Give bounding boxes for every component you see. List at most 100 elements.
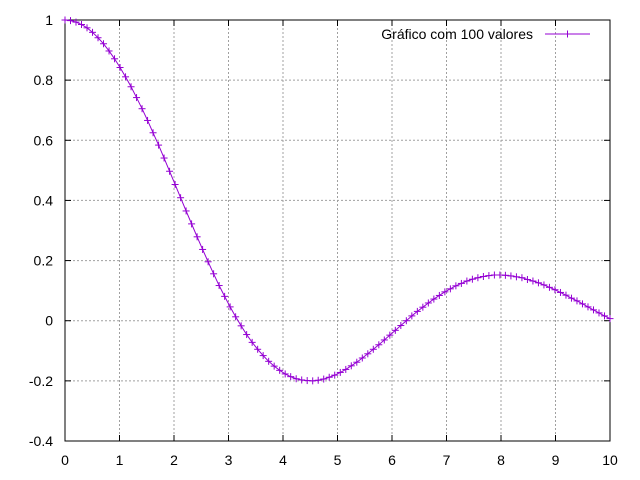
data-point: [391, 326, 399, 334]
y-tick-label: 0.8: [34, 72, 54, 88]
data-point: [556, 288, 564, 296]
data-point: [232, 313, 240, 321]
data-point: [127, 83, 135, 91]
data-point: [144, 116, 152, 124]
data-point: [463, 277, 471, 285]
data-point: [67, 17, 75, 25]
data-point: [160, 154, 168, 162]
data-point: [78, 21, 86, 29]
grid-lines: [65, 20, 610, 441]
data-point: [589, 306, 597, 314]
data-point: [518, 274, 526, 282]
y-tick-label: -0.2: [29, 373, 53, 389]
data-point: [551, 286, 559, 294]
data-point: [578, 300, 586, 308]
data-point: [83, 24, 91, 32]
data-point: [171, 180, 179, 188]
data-point: [166, 167, 174, 175]
data-point: [567, 294, 575, 302]
data-point: [133, 94, 141, 102]
x-tick-label: 3: [225, 452, 233, 468]
data-point: [155, 141, 163, 149]
data-point: [347, 362, 355, 370]
data-point: [199, 245, 207, 253]
data-point: [314, 376, 322, 384]
legend-marker-sample: [564, 30, 571, 38]
data-point: [545, 283, 553, 291]
data-point: [595, 309, 603, 317]
y-tick-label: 0: [45, 313, 53, 329]
data-point: [441, 288, 449, 296]
data-point: [298, 376, 306, 384]
data-point: [606, 315, 614, 323]
data-point: [446, 285, 454, 293]
data-point: [105, 47, 113, 55]
data-point: [177, 194, 185, 202]
data-point: [248, 338, 256, 346]
legend-label: Gráfico com 100 valores: [381, 26, 533, 42]
data-point: [364, 350, 372, 358]
data-point: [600, 312, 608, 320]
data-point: [193, 233, 201, 241]
y-tick-label: -0.4: [29, 433, 53, 449]
data-point: [331, 371, 339, 379]
data-point: [111, 55, 119, 63]
data-point: [573, 297, 581, 305]
data-point: [281, 370, 289, 378]
x-tick-label: 0: [61, 452, 69, 468]
legend: Gráfico com 100 valores: [381, 26, 590, 42]
x-tick-label: 8: [497, 452, 505, 468]
data-point: [430, 295, 438, 303]
data-point: [507, 272, 515, 280]
data-point: [468, 275, 476, 283]
y-tick-label: 0.2: [34, 253, 54, 269]
data-point: [270, 362, 278, 370]
data-point: [226, 303, 234, 311]
x-tick-label: 4: [279, 452, 287, 468]
data-point: [529, 277, 537, 285]
y-tick-label: 1: [45, 12, 53, 28]
data-point: [402, 317, 410, 325]
data-point: [89, 28, 97, 36]
data-point: [479, 273, 487, 281]
data-point: [122, 73, 130, 81]
data-point: [380, 336, 388, 344]
data-point: [116, 64, 124, 72]
data-point: [254, 345, 262, 353]
data-point: [534, 279, 542, 287]
data-point: [408, 312, 416, 320]
data-point: [94, 34, 102, 42]
data-point: [342, 365, 350, 373]
x-tick-label: 2: [170, 452, 178, 468]
data-point: [325, 373, 333, 381]
data-point: [452, 282, 460, 290]
tick-labels: 0 1 2 3 4 5 6 7 8 9 10 -0.4 -0.2 0 0.2 0.4 0.6 0.8 1: [29, 12, 618, 468]
data-point: [369, 345, 377, 353]
y-tick-label: 0.6: [34, 132, 54, 148]
data-point: [474, 274, 482, 282]
data-point: [292, 375, 300, 383]
data-point: [237, 322, 245, 330]
data-point: [72, 18, 80, 26]
data-point: [523, 276, 531, 284]
data-point: [320, 375, 328, 383]
data-point: [540, 281, 548, 289]
data-point: [309, 377, 317, 385]
data-point: [435, 291, 443, 299]
data-point: [424, 299, 432, 307]
data-point: [336, 368, 344, 376]
y-tick-label: 0.4: [34, 192, 54, 208]
x-tick-label: 10: [602, 452, 618, 468]
data-point: [265, 357, 273, 365]
data-point: [210, 270, 218, 278]
data-point: [276, 366, 284, 374]
x-tick-label: 1: [116, 452, 124, 468]
data-series: [61, 16, 614, 385]
data-point: [149, 129, 157, 137]
data-point: [243, 331, 251, 339]
data-point: [182, 207, 190, 215]
x-tick-label: 5: [334, 452, 342, 468]
data-point: [512, 273, 520, 281]
